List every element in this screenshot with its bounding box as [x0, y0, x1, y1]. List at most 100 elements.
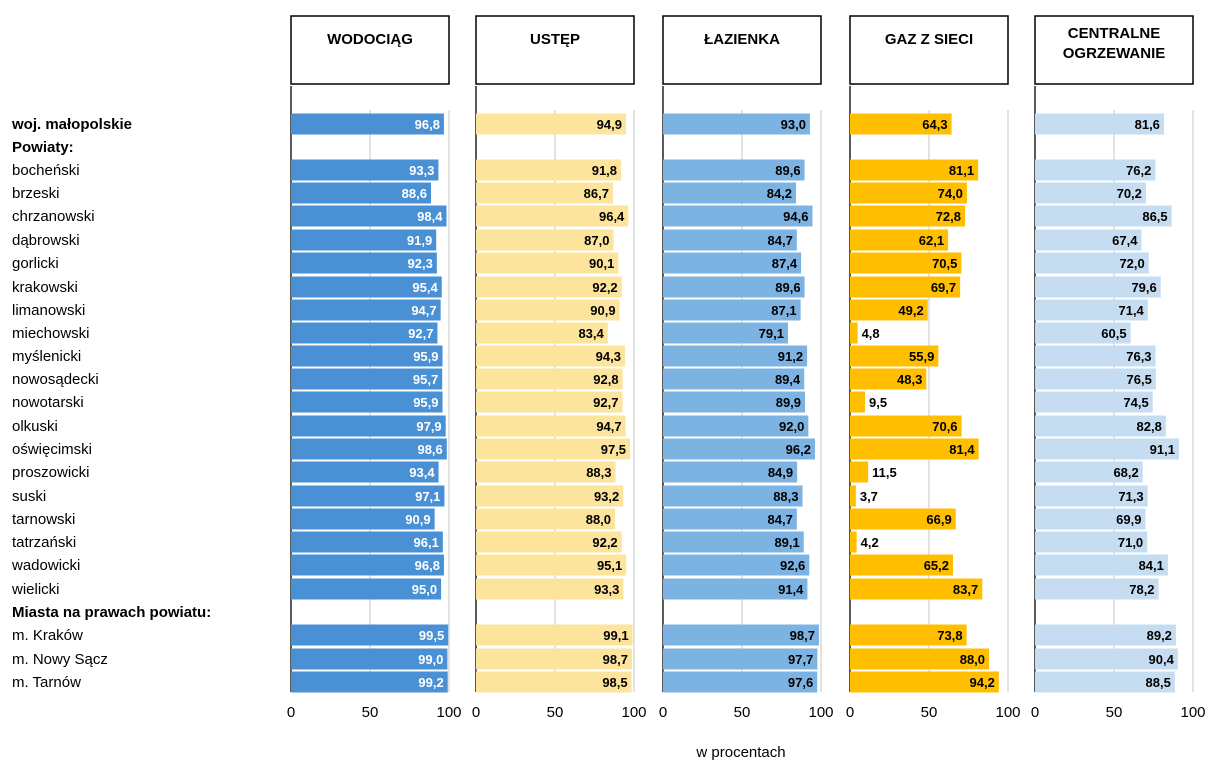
panel-header-title: CENTRALNE — [1068, 25, 1161, 42]
bar — [850, 368, 927, 390]
bar — [1035, 461, 1143, 483]
bar-value-label: 4,2 — [861, 535, 879, 550]
row-label: myślenicki — [12, 348, 81, 365]
bar — [291, 182, 431, 204]
panel-header-title: OGRZEWANIE — [1063, 45, 1166, 62]
bar — [476, 322, 608, 344]
bar-value-label: 99,1 — [603, 628, 628, 643]
bar — [291, 438, 447, 460]
bar-value-label: 95,9 — [413, 395, 438, 410]
bar — [850, 322, 858, 344]
bar — [663, 229, 797, 251]
bar-value-label: 82,8 — [1137, 419, 1162, 434]
panel-header-title: ŁAZIENKA — [704, 31, 780, 48]
bar — [663, 368, 805, 390]
x-tick-label: 100 — [995, 704, 1020, 721]
bar — [850, 205, 966, 227]
bar-value-label: 89,9 — [776, 395, 801, 410]
row-label: gorlicki — [12, 255, 59, 272]
bar — [476, 554, 627, 576]
bar-value-label: 97,9 — [416, 419, 441, 434]
bar-value-label: 92,7 — [593, 395, 618, 410]
bar-value-label: 91,9 — [407, 233, 432, 248]
bar — [663, 624, 819, 646]
bar-value-label: 95,1 — [597, 558, 622, 573]
bar-value-label: 95,4 — [412, 280, 438, 295]
bar — [1035, 578, 1159, 600]
bar-value-label: 65,2 — [924, 558, 949, 573]
row-label: olkuski — [12, 418, 58, 435]
row-label: miechowski — [12, 325, 90, 342]
bar — [850, 113, 952, 135]
bar — [291, 276, 442, 298]
bar-value-label: 99,0 — [418, 652, 443, 667]
bar-value-label: 86,7 — [584, 186, 609, 201]
x-tick-label: 100 — [621, 704, 646, 721]
bar — [291, 508, 435, 530]
bar-value-label: 68,2 — [1113, 465, 1138, 480]
bar-value-label: 55,9 — [909, 349, 934, 364]
bar-value-label: 88,3 — [773, 489, 798, 504]
bar — [476, 276, 622, 298]
bar — [850, 276, 961, 298]
bar-value-label: 88,3 — [586, 465, 611, 480]
x-tick-label: 50 — [734, 704, 751, 721]
bar-value-label: 67,4 — [1112, 233, 1138, 248]
bar-value-label: 69,7 — [931, 280, 956, 295]
bar — [291, 578, 442, 600]
bar-value-label: 48,3 — [897, 372, 922, 387]
panel-header-box — [290, 15, 450, 85]
bar-value-label: 70,2 — [1117, 186, 1142, 201]
bar — [1035, 182, 1146, 204]
bar-value-label: 3,7 — [860, 489, 878, 504]
bar-value-label: 62,1 — [919, 233, 944, 248]
bar — [850, 508, 956, 530]
bar-value-label: 94,9 — [597, 117, 622, 132]
bar — [663, 113, 810, 135]
row-label: brzeski — [12, 185, 60, 202]
bar — [1035, 671, 1175, 693]
panel-wodociąg: WODOCIĄG 96,8 93,3 88,6 98,4 91,9 92,3 95,4 94,7… — [287, 15, 462, 721]
bar — [850, 671, 999, 693]
bar-value-label: 79,6 — [1131, 280, 1156, 295]
bar-value-label: 88,5 — [1146, 675, 1171, 690]
bar — [850, 648, 990, 670]
row-labels: woj. małopolskie Powiaty: bocheński brzeski… — [11, 116, 211, 691]
panel-header-title: USTĘP — [530, 31, 580, 48]
bar-value-label: 97,1 — [415, 489, 440, 504]
bar — [476, 252, 619, 274]
bar — [663, 322, 788, 344]
bar — [1035, 252, 1149, 274]
bar-value-label: 74,5 — [1123, 395, 1148, 410]
row-label: tarnowski — [12, 511, 75, 528]
bar-value-label: 97,7 — [788, 652, 813, 667]
row-label: m. Kraków — [12, 627, 83, 644]
bar-value-label: 78,2 — [1129, 582, 1154, 597]
bar-value-label: 89,1 — [774, 535, 799, 550]
bar-value-label: 91,8 — [592, 163, 617, 178]
bar-value-label: 74,0 — [938, 186, 963, 201]
x-tick-label: 100 — [1180, 704, 1205, 721]
x-tick-label: 0 — [846, 704, 854, 721]
bar — [1035, 415, 1166, 437]
bar-value-label: 96,1 — [414, 535, 439, 550]
bar-value-label: 99,2 — [418, 675, 443, 690]
bar — [291, 229, 437, 251]
bar — [1035, 276, 1161, 298]
x-tick-label: 0 — [287, 704, 295, 721]
bar — [291, 368, 443, 390]
row-label: proszowicki — [12, 464, 90, 481]
row-label: suski — [12, 488, 46, 505]
bar-value-label: 70,5 — [932, 256, 957, 271]
bar-value-label: 91,1 — [1150, 442, 1175, 457]
bar — [663, 182, 797, 204]
bar — [850, 554, 954, 576]
bar-value-label: 76,3 — [1126, 349, 1151, 364]
x-tick-label: 0 — [1031, 704, 1039, 721]
row-label: Powiaty: — [12, 139, 74, 156]
bar-value-label: 9,5 — [869, 395, 887, 410]
chart-panels: WODOCIĄG 96,8 93,3 88,6 98,4 91,9 92,3 95,4 94,7… — [287, 15, 1206, 721]
bar-value-label: 76,2 — [1126, 163, 1151, 178]
bar-value-label: 91,2 — [778, 349, 803, 364]
bar — [850, 415, 962, 437]
